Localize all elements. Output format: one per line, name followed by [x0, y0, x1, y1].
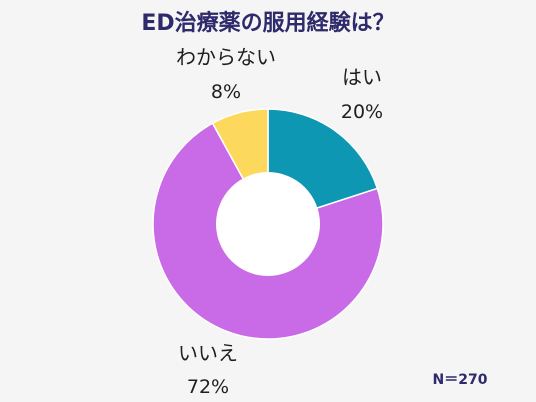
donut-hole: [216, 172, 320, 276]
slice-value-no: 72%: [187, 376, 229, 398]
slice-label-yes: はい: [342, 65, 382, 89]
chart-title: ED治療薬の服用経験は？: [141, 10, 394, 36]
slice-value-yes: 20%: [341, 101, 383, 123]
sample-size-note: N＝270: [433, 372, 488, 388]
slice-label-no: いいえ: [178, 341, 238, 365]
slice-value-unknown: 8%: [211, 81, 241, 103]
slice-label-unknown: わからない: [176, 45, 276, 69]
